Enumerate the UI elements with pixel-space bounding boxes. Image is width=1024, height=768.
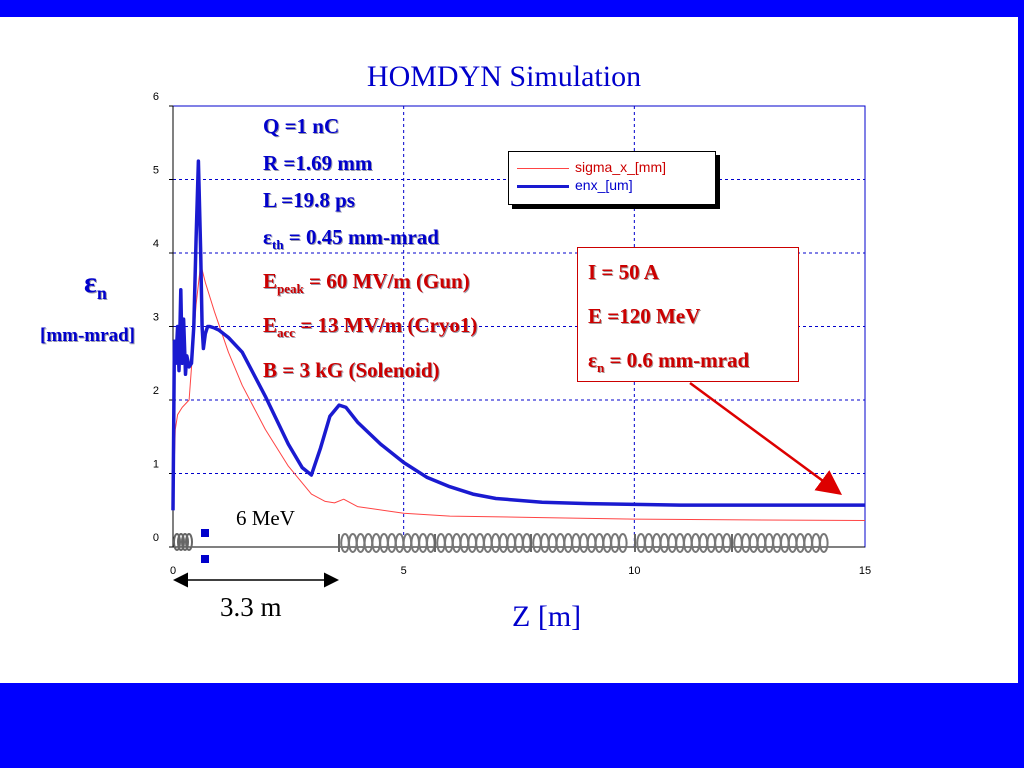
legend-swatch-enx bbox=[517, 184, 569, 188]
param-line: εth = 0.45 mm-mrad bbox=[263, 225, 439, 253]
gun-coil-icon bbox=[173, 533, 181, 551]
bottom-bar bbox=[0, 683, 1024, 768]
energy-label: 6 MeV bbox=[236, 506, 295, 530]
legend-entry-sigma: sigma_x_[mm] bbox=[517, 159, 666, 175]
series-enx-line bbox=[171, 159, 865, 511]
chart-series bbox=[171, 159, 866, 521]
x-axis-label: Z [m] bbox=[512, 600, 582, 633]
distance-label: 3.3 m bbox=[220, 592, 282, 622]
beamline-diagram bbox=[173, 529, 829, 563]
x-tick-label: 15 bbox=[859, 565, 871, 577]
x-tick-label: 10 bbox=[628, 565, 640, 577]
result-emittance: εn = 0.6 mm-mrad bbox=[588, 348, 750, 376]
y-axis-label: εn bbox=[84, 266, 107, 303]
param-line: L =19.8 ps bbox=[263, 188, 355, 212]
y-axis-unit: [mm-mrad] bbox=[40, 325, 135, 346]
x-tick-label: 0 bbox=[170, 565, 176, 577]
result-arrow bbox=[689, 381, 843, 495]
y-tick-label: 2 bbox=[153, 385, 159, 397]
slide-title: HOMDYN Simulation bbox=[366, 60, 642, 93]
y-tick-label: 5 bbox=[153, 165, 159, 177]
y-tick-label: 1 bbox=[153, 459, 159, 471]
x-tick-label: 5 bbox=[401, 565, 407, 577]
y-tick-label: 0 bbox=[153, 532, 159, 544]
gun-coil-icon bbox=[185, 533, 193, 551]
param-line: B = 3 kG (Solenoid) bbox=[263, 357, 440, 382]
top-bar bbox=[0, 0, 1024, 17]
solenoid-coil-icon bbox=[201, 555, 209, 563]
legend-swatch-sigma bbox=[517, 167, 569, 169]
param-line: Q =1 nC bbox=[263, 114, 340, 138]
cavity-cell-icon bbox=[722, 533, 732, 553]
param-line: R =1.69 mm bbox=[263, 151, 373, 175]
y-tick-label: 4 bbox=[153, 238, 159, 250]
result-box: I = 50 A E =120 MeV εn = 0.6 mm-mrad bbox=[577, 247, 799, 382]
cavity-cell-icon bbox=[618, 533, 628, 553]
gun-coil-icon bbox=[177, 533, 185, 551]
param-line: Epeak = 60 MV/m (Gun) bbox=[263, 269, 470, 297]
simulation-parameters: Q =1 nC R =1.69 mm L =19.8 ps εth = 0.45… bbox=[263, 108, 477, 389]
y-tick-label: 6 bbox=[153, 91, 159, 103]
solenoid-coil-icon bbox=[201, 529, 209, 537]
y-tick-label: 3 bbox=[153, 312, 159, 324]
cavity-cell-icon bbox=[819, 533, 829, 553]
gun-coil-icon bbox=[181, 533, 189, 551]
param-line: Eacc = 13 MV/m (Cryo1) bbox=[263, 313, 478, 341]
chart-annotations bbox=[173, 381, 843, 588]
result-energy: E =120 MeV bbox=[588, 304, 701, 328]
legend-entry-enx: enx_[um] bbox=[517, 177, 633, 193]
result-current: I = 50 A bbox=[588, 260, 659, 284]
chart-legend: sigma_x_[mm] enx_[um] bbox=[508, 151, 716, 205]
series-sigma-x-line bbox=[172, 263, 866, 521]
